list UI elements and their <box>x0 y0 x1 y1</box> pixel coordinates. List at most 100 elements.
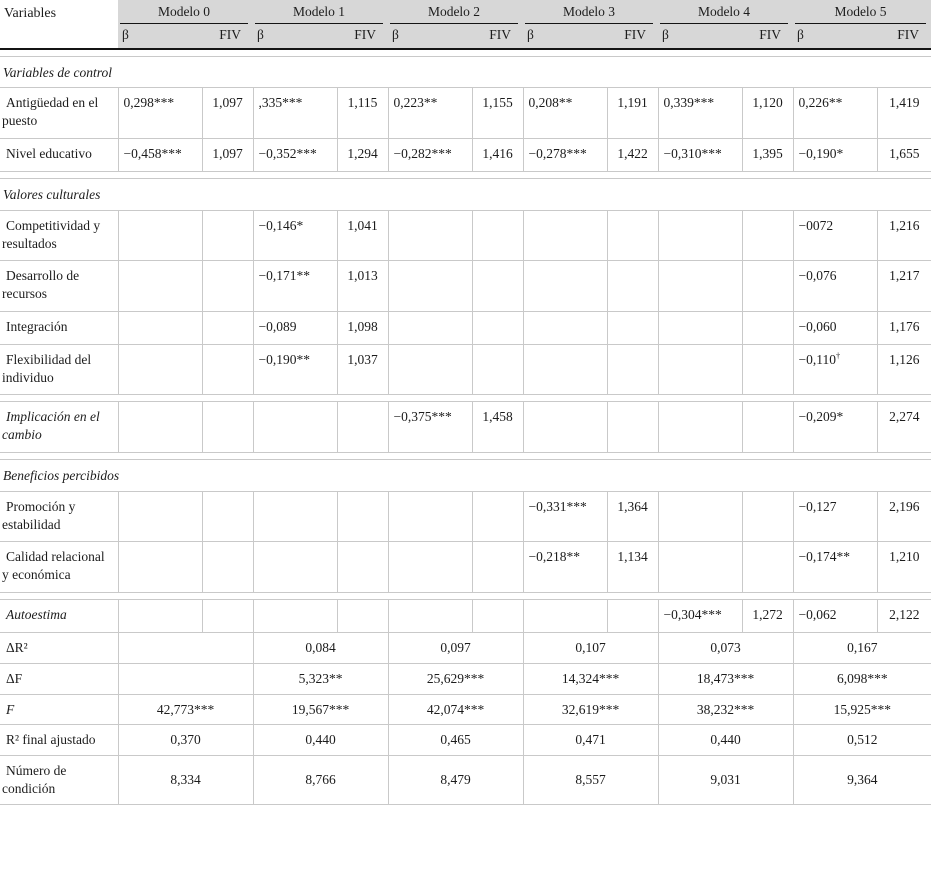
model-label: Modelo 4 <box>660 3 788 24</box>
beta-header: β <box>253 23 337 50</box>
section-row: Beneficios percibidos <box>0 459 931 492</box>
summary-cell: 19,567*** <box>252 694 388 726</box>
fiv-cell: 1,272 <box>741 599 793 633</box>
fiv-cell <box>606 260 658 312</box>
model-label: Modelo 1 <box>255 3 383 24</box>
regression-table: Variables Modelo 0 Modelo 1 Modelo 2 Mod… <box>0 0 931 805</box>
fiv-cell: 1,176 <box>876 311 931 345</box>
summary-cell <box>117 663 253 695</box>
fiv-cell: 2,196 <box>876 491 931 543</box>
summary-cell: 5,323** <box>252 663 388 695</box>
fiv-cell <box>741 344 793 396</box>
summary-cell: 32,619*** <box>522 694 658 726</box>
beta-cell: −0,458*** <box>117 138 202 172</box>
fiv-cell: 2,122 <box>876 599 931 633</box>
beta-cell: −0,146* <box>252 210 337 262</box>
row-label: Competitividad y resultados <box>0 210 118 262</box>
fiv-cell <box>741 401 793 453</box>
beta-cell <box>387 491 472 543</box>
beta-cell: −0,375*** <box>387 401 472 453</box>
beta-cell <box>387 541 472 594</box>
fiv-cell: 1,395 <box>741 138 793 172</box>
fiv-cell <box>201 541 253 594</box>
summary-cell: 0,370 <box>117 724 253 757</box>
fiv-cell: 1,126 <box>876 344 931 396</box>
summary-cell: 0,465 <box>387 724 523 757</box>
summary-cell: 42,074*** <box>387 694 523 726</box>
beta-cell: −0,352*** <box>252 138 337 172</box>
beta-cell <box>387 599 472 633</box>
beta-cell: ,335*** <box>252 87 337 140</box>
beta-cell: −0,076 <box>792 260 877 312</box>
paper-page: Variables Modelo 0 Modelo 1 Modelo 2 Mod… <box>0 0 931 805</box>
fiv-header: FIV <box>607 23 658 50</box>
fiv-cell: 1,037 <box>336 344 388 396</box>
summary-cell: 0,440 <box>252 724 388 757</box>
fiv-header: FIV <box>877 23 931 50</box>
data-row: Competitividad y resultados −0,146* 1,041 −… <box>0 210 931 262</box>
fiv-cell <box>201 491 253 543</box>
beta-cell: −0,190** <box>252 344 337 396</box>
beta-cell <box>657 260 742 312</box>
beta-cell <box>387 311 472 345</box>
summary-cell: 0,512 <box>792 724 931 757</box>
section-label: Beneficios percibidos <box>0 459 931 492</box>
fiv-cell: 1,098 <box>336 311 388 345</box>
row-label: F <box>0 694 118 726</box>
subheader-row: β FIV β FIV β FIV β FIV β FIV β FIV <box>0 23 931 50</box>
summary-cell: 0,084 <box>252 632 388 664</box>
summary-cell: 0,471 <box>522 724 658 757</box>
beta-cell <box>387 344 472 396</box>
fiv-cell: 1,155 <box>471 87 523 140</box>
fiv-cell <box>606 210 658 262</box>
model-label: Modelo 2 <box>390 3 518 24</box>
beta-cell <box>387 260 472 312</box>
fiv-cell <box>201 599 253 633</box>
model-label: Modelo 5 <box>795 3 926 24</box>
data-row: Autoestima −0,304*** 1,272 −0,062 2,122 <box>0 599 931 633</box>
spacer-row <box>0 394 931 403</box>
summary-cell: 9,364 <box>792 755 931 805</box>
row-label: ΔF <box>0 663 118 695</box>
model-header-1: Modelo 1 <box>253 0 388 24</box>
beta-cell <box>117 344 202 396</box>
summary-cell: 0,107 <box>522 632 658 664</box>
row-label: Promoción y estabilidad <box>0 491 118 543</box>
summary-cell: 18,473*** <box>657 663 793 695</box>
fiv-cell: 1,217 <box>876 260 931 312</box>
summary-cell: 8,766 <box>252 755 388 805</box>
beta-cell: −0,282*** <box>387 138 472 172</box>
fiv-cell <box>471 599 523 633</box>
fiv-cell: 1,210 <box>876 541 931 594</box>
section-spacer <box>0 452 931 460</box>
beta-cell <box>117 210 202 262</box>
model-header-5: Modelo 5 <box>793 0 931 24</box>
model-header-row: Variables Modelo 0 Modelo 1 Modelo 2 Mod… <box>0 0 931 50</box>
fiv-cell: 1,097 <box>201 138 253 172</box>
fiv-cell: 1,134 <box>606 541 658 594</box>
summary-row: ΔF 5,323** 25,629*** 14,324*** 18,473*** 6,09… <box>0 663 931 695</box>
fiv-cell <box>201 260 253 312</box>
fiv-cell: 1,419 <box>876 87 931 140</box>
section-label: Variables de control <box>0 56 931 89</box>
beta-cell <box>657 210 742 262</box>
beta-header: β <box>793 23 877 50</box>
row-label: Autoestima <box>0 599 118 633</box>
summary-cell: 42,773*** <box>117 694 253 726</box>
beta-cell: −0072 <box>792 210 877 262</box>
beta-cell <box>252 541 337 594</box>
table-body: Variables de control Antigüedad en el pue… <box>0 48 931 805</box>
summary-cell: 15,925*** <box>792 694 931 726</box>
fiv-cell: 1,216 <box>876 210 931 262</box>
beta-cell <box>117 311 202 345</box>
beta-cell: −0,060 <box>792 311 877 345</box>
data-row: Calidad relacional y económica −0,218** 1,… <box>0 541 931 594</box>
fiv-cell <box>606 344 658 396</box>
fiv-cell <box>606 401 658 453</box>
summary-cell: 8,557 <box>522 755 658 805</box>
section-spacer <box>0 171 931 179</box>
summary-row: Número de condición 8,334 8,766 8,479 8,557 9… <box>0 755 931 805</box>
section-spacer <box>0 592 931 601</box>
summary-row: F 42,773*** 19,567*** 42,074*** 32,619*** 38,… <box>0 694 931 726</box>
beta-cell: 0,208** <box>522 87 607 140</box>
